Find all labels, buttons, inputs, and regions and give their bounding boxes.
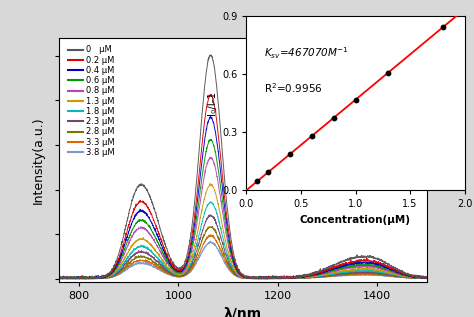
Point: [384, 70, 392, 75]
Y-axis label: Intensity(a.u.): Intensity(a.u.): [32, 116, 45, 204]
Text: $K_{sv}$=467070M$^{-1}$: $K_{sv}$=467070M$^{-1}$: [264, 46, 348, 61]
Legend: 0   μM, 0.2 μM, 0.4 μM, 0.6 μM, 0.8 μM, 1.3 μM, 1.8 μM, 2.3 μM, 2.8 μM, 3.3 μM, : 0 μM, 0.2 μM, 0.4 μM, 0.6 μM, 0.8 μM, 1.…: [67, 45, 116, 158]
Point: [254, 178, 261, 184]
Point: [352, 97, 359, 102]
Point: [264, 170, 272, 175]
Y-axis label: I₀/I-1: I₀/I-1: [207, 91, 217, 115]
X-axis label: λ/nm: λ/nm: [224, 307, 262, 317]
Text: R$^2$=0.9956: R$^2$=0.9956: [264, 81, 322, 94]
Point: [286, 152, 294, 157]
Point: [308, 133, 316, 139]
Point: [330, 115, 337, 120]
X-axis label: Concentration(μM): Concentration(μM): [300, 215, 411, 225]
Point: [439, 25, 447, 30]
